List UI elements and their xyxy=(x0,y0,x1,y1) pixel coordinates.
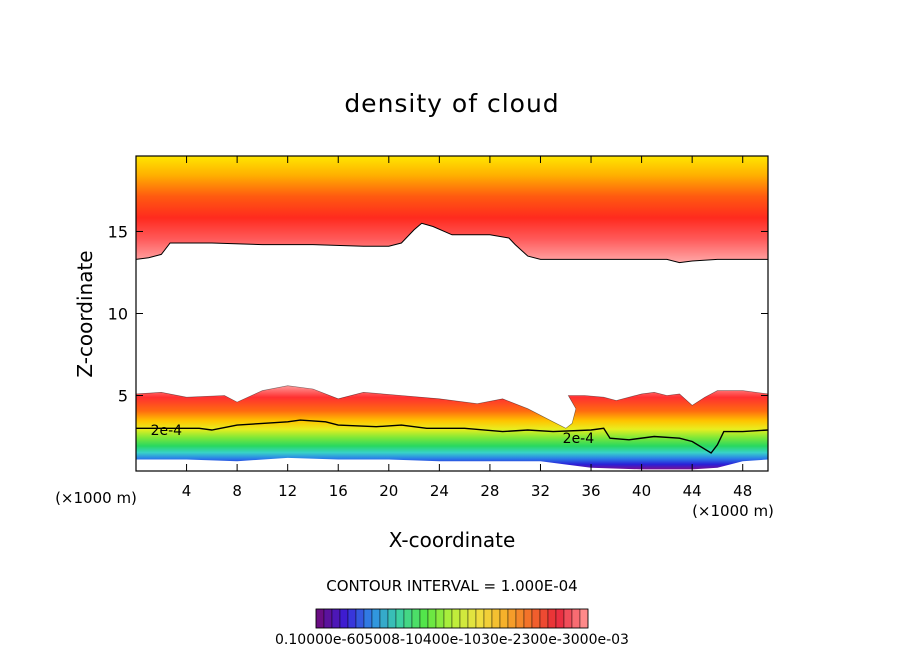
y-tick-label: 10 xyxy=(108,305,128,324)
x-tick-label: 12 xyxy=(278,482,297,500)
colorbar-cell xyxy=(331,608,341,629)
colorbar-cell xyxy=(515,608,525,629)
x-unit-right: (×1000 m) xyxy=(692,502,774,520)
colorbar-cell xyxy=(507,608,517,629)
x-tick-label: 8 xyxy=(232,482,242,500)
colorbar-cell xyxy=(563,608,573,629)
lower-cloud-top-contour xyxy=(136,385,768,429)
colorbar-cell xyxy=(523,608,533,629)
chart-title: density of cloud xyxy=(344,89,559,118)
colorbar-cell xyxy=(403,608,413,629)
colorbar-cell xyxy=(427,608,437,629)
x-tick-label: 4 xyxy=(182,482,192,500)
lower-cloud-region xyxy=(136,385,768,470)
colorbar-cell xyxy=(547,608,557,629)
x-tick-label: 36 xyxy=(581,482,600,500)
x-tick-label: 44 xyxy=(683,482,702,500)
x-tick-label: 20 xyxy=(379,482,398,500)
colorbar-cell xyxy=(363,608,373,629)
colorbar-cell xyxy=(323,608,333,629)
colorbar-cell xyxy=(315,608,325,629)
colorbar-cell xyxy=(451,608,461,629)
x-tick-label: 32 xyxy=(531,482,550,500)
contour-interval-text: CONTOUR INTERVAL = 1.000E-04 xyxy=(326,577,577,595)
y-tick-label: 5 xyxy=(118,387,128,406)
colorbar-cell xyxy=(395,608,405,629)
x-tick-label: 24 xyxy=(430,482,449,500)
colorbar-cell xyxy=(571,608,581,629)
colorbar-cell xyxy=(339,608,349,629)
y-axis-label: Z-coordinate xyxy=(73,250,97,377)
colorbar-cell xyxy=(499,608,509,629)
colorbar-cell xyxy=(419,608,429,629)
y-tick-label: 15 xyxy=(108,222,128,241)
colorbar-labels: 0.10000e-605008-10400e-1030e-2300e-3000e… xyxy=(275,632,629,648)
x-tick-label: 16 xyxy=(329,482,348,500)
plot-area xyxy=(136,156,768,470)
colorbar-cell xyxy=(579,608,589,629)
colorbar-cell xyxy=(355,608,365,629)
colorbar-cell xyxy=(475,608,485,629)
x-tick-label: 48 xyxy=(733,482,752,500)
colorbar-cell xyxy=(459,608,469,629)
x-tick-label: 40 xyxy=(632,482,651,500)
x-axis-label: X-coordinate xyxy=(389,528,516,552)
x-unit-left: (×1000 m) xyxy=(55,489,137,507)
upper-cloud-region xyxy=(136,156,768,263)
colorbar-cell xyxy=(371,608,381,629)
contour-label: 2e-4 xyxy=(563,431,595,447)
colorbar-cell xyxy=(483,608,493,629)
colorbar-cell xyxy=(347,608,357,629)
colorbar-cell xyxy=(387,608,397,629)
colorbar-cell xyxy=(411,608,421,629)
contour-2e-4-line xyxy=(136,419,768,454)
colorbar-cell xyxy=(555,608,565,629)
colorbar-cell xyxy=(443,608,453,629)
colorbar-cell xyxy=(539,608,549,629)
colorbar-frame xyxy=(315,608,589,629)
x-tick-label: 28 xyxy=(480,482,499,500)
colorbar xyxy=(315,608,589,629)
colorbar-cell xyxy=(491,608,501,629)
upper-cloud-base-contour xyxy=(136,222,768,264)
colorbar-cell xyxy=(467,608,477,629)
colorbar-cell xyxy=(379,608,389,629)
contour-label: 2e-4 xyxy=(151,423,183,439)
colorbar-cell xyxy=(531,608,541,629)
colorbar-cell xyxy=(435,608,445,629)
